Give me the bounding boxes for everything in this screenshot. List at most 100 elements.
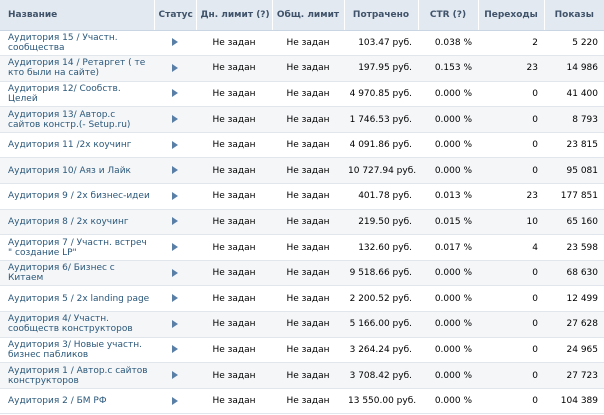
ad-name-link[interactable]: Аудитория 9 / 2х бизнес-идеи [8, 191, 150, 202]
ad-name-link[interactable]: Аудитория 14 / Ретаргет ( те кто были на… [8, 58, 146, 79]
cell-name: Аудитория 8 / 2х коучинг [0, 209, 154, 236]
cell-spent: 103.47 руб. [344, 30, 418, 57]
ad-name-link[interactable]: Аудитория 7 / Участн. встреч " создание … [8, 237, 147, 258]
ad-name-link[interactable]: Аудитория 6/ Бизнес с Китаем [8, 263, 115, 284]
play-icon[interactable] [172, 115, 178, 124]
cell-status [154, 183, 196, 210]
ad-name-link[interactable]: Аудитория 2 / БМ РФ [8, 396, 107, 407]
cell-day-limit: Не задан [196, 362, 272, 389]
play-icon[interactable] [172, 319, 178, 328]
table-row: Аудитория 14 / Ретаргет ( те кто были на… [0, 55, 604, 82]
cell-status [154, 362, 196, 389]
cell-day-limit: Не задан [196, 311, 272, 338]
ad-name-link[interactable]: Аудитория 4/ Участн. сообществ конструкт… [8, 314, 133, 335]
cell-clicks: 23 [478, 183, 544, 210]
ad-name-link[interactable]: Аудитория 13/ Автор.с сайтов констр.(- S… [8, 109, 131, 130]
header-ctr[interactable]: CTR (?) [418, 0, 479, 31]
cell-shows: 177 851 [544, 183, 604, 210]
play-icon[interactable] [172, 166, 178, 175]
cell-status [154, 81, 196, 108]
table-header-row: Название Статус Дн. лимит (?) Общ. лимит… [0, 0, 604, 31]
play-icon[interactable] [172, 140, 178, 149]
play-icon[interactable] [172, 191, 178, 200]
cell-name: Аудитория 4/ Участн. сообществ конструкт… [0, 311, 154, 338]
cell-name: Аудитория 12/ Сообств. Целей [0, 81, 154, 108]
cell-day-limit: Не задан [196, 260, 272, 287]
table-row: Аудитория 4/ Участн. сообществ конструкт… [0, 311, 604, 338]
play-icon[interactable] [172, 345, 178, 354]
cell-spent: 1 746.53 руб. [344, 106, 418, 133]
play-icon[interactable] [172, 63, 178, 72]
ad-name-link[interactable]: Аудитория 8 / 2х коучинг [8, 216, 129, 227]
ad-name-link[interactable]: Аудитория 3/ Новые участн. бизнес паблик… [8, 339, 142, 360]
play-icon[interactable] [172, 243, 178, 252]
header-shows[interactable]: Показы [544, 0, 604, 31]
table-row: Аудитория 7 / Участн. встреч " создание … [0, 234, 604, 261]
cell-status [154, 209, 196, 236]
play-icon[interactable] [172, 89, 178, 98]
ad-name-link[interactable]: Аудитория 5 / 2х landing page [8, 293, 150, 304]
cell-status [154, 337, 196, 364]
ad-name-link[interactable]: Аудитория 11 /2х коучинг [8, 140, 132, 151]
ad-name-link[interactable]: Аудитория 10/ Аяз и Лайк [8, 165, 131, 176]
cell-spent: 197.95 руб. [344, 55, 418, 82]
play-icon[interactable] [172, 217, 178, 226]
cell-total-limit: Не задан [272, 55, 344, 82]
cell-status [154, 132, 196, 159]
cell-name: Аудитория 3/ Новые участн. бизнес паблик… [0, 337, 154, 364]
cell-spent: 9 518.66 руб. [344, 260, 418, 287]
cell-clicks: 0 [478, 285, 544, 313]
play-icon[interactable] [172, 268, 178, 277]
cell-day-limit: Не задан [196, 209, 272, 236]
header-spent[interactable]: Потрачено [344, 0, 419, 31]
cell-status [154, 388, 196, 415]
table-row: Аудитория 6/ Бизнес с Китаем Не задан Не з… [0, 260, 604, 287]
table-row: Аудитория 9 / 2х бизнес-идеи Не задан Не з… [0, 183, 604, 210]
cell-total-limit: Не задан [272, 183, 344, 210]
cell-total-limit: Не задан [272, 260, 344, 287]
cell-ctr: 0.153 % [418, 55, 478, 82]
cell-total-limit: Не задан [272, 81, 344, 108]
cell-day-limit: Не задан [196, 81, 272, 108]
ad-name-link[interactable]: Аудитория 12/ Сообств. Целей [8, 83, 121, 104]
cell-spent: 219.50 руб. [344, 209, 418, 236]
cell-shows: 5 220 [544, 30, 604, 57]
cell-ctr: 0.000 % [418, 311, 478, 338]
cell-day-limit: Не задан [196, 337, 272, 364]
play-icon[interactable] [172, 294, 178, 303]
header-clicks[interactable]: Переходы [478, 0, 545, 31]
play-icon[interactable] [172, 371, 178, 380]
cell-ctr: 0.017 % [418, 234, 478, 261]
header-status[interactable]: Статус [154, 0, 197, 31]
header-name[interactable]: Название [0, 0, 155, 31]
table-row: Аудитория 10/ Аяз и Лайк Не задан Не задан… [0, 157, 604, 185]
cell-day-limit: Не задан [196, 157, 272, 185]
table-row: Аудитория 8 / 2х коучинг Не задан Не задан… [0, 209, 604, 236]
table-row: Аудитория 12/ Сообств. Целей Не задан Не з… [0, 81, 604, 108]
cell-clicks: 0 [478, 157, 544, 185]
cell-day-limit: Не задан [196, 55, 272, 82]
cell-shows: 14 986 [544, 55, 604, 82]
cell-clicks: 0 [478, 311, 544, 338]
header-day-limit[interactable]: Дн. лимит (?) [196, 0, 273, 31]
table-row: Аудитория 5 / 2х landing page Не задан Не … [0, 285, 604, 313]
header-total-limit[interactable]: Общ. лимит [272, 0, 345, 31]
cell-spent: 3 708.42 руб. [344, 362, 418, 389]
cell-spent: 3 264.24 руб. [344, 337, 418, 364]
cell-day-limit: Не задан [196, 285, 272, 313]
cell-clicks: 0 [478, 260, 544, 287]
cell-ctr: 0.000 % [418, 157, 478, 185]
play-icon[interactable] [172, 396, 178, 405]
table-row: Аудитория 3/ Новые участн. бизнес паблик… [0, 337, 604, 364]
ad-name-link[interactable]: Аудитория 15 / Участн. сообщества [8, 32, 118, 53]
cell-clicks: 0 [478, 337, 544, 364]
play-icon[interactable] [172, 38, 178, 47]
ad-name-link[interactable]: Аудитория 1 / Автор.с сайтов конструктор… [8, 365, 148, 386]
cell-day-limit: Не задан [196, 30, 272, 57]
cell-clicks: 2 [478, 30, 544, 57]
cell-name: Аудитория 6/ Бизнес с Китаем [0, 260, 154, 287]
cell-day-limit: Не задан [196, 132, 272, 159]
cell-total-limit: Не задан [272, 311, 344, 338]
table-row: Аудитория 2 / БМ РФ Не задан Не задан 13 55… [0, 388, 604, 415]
